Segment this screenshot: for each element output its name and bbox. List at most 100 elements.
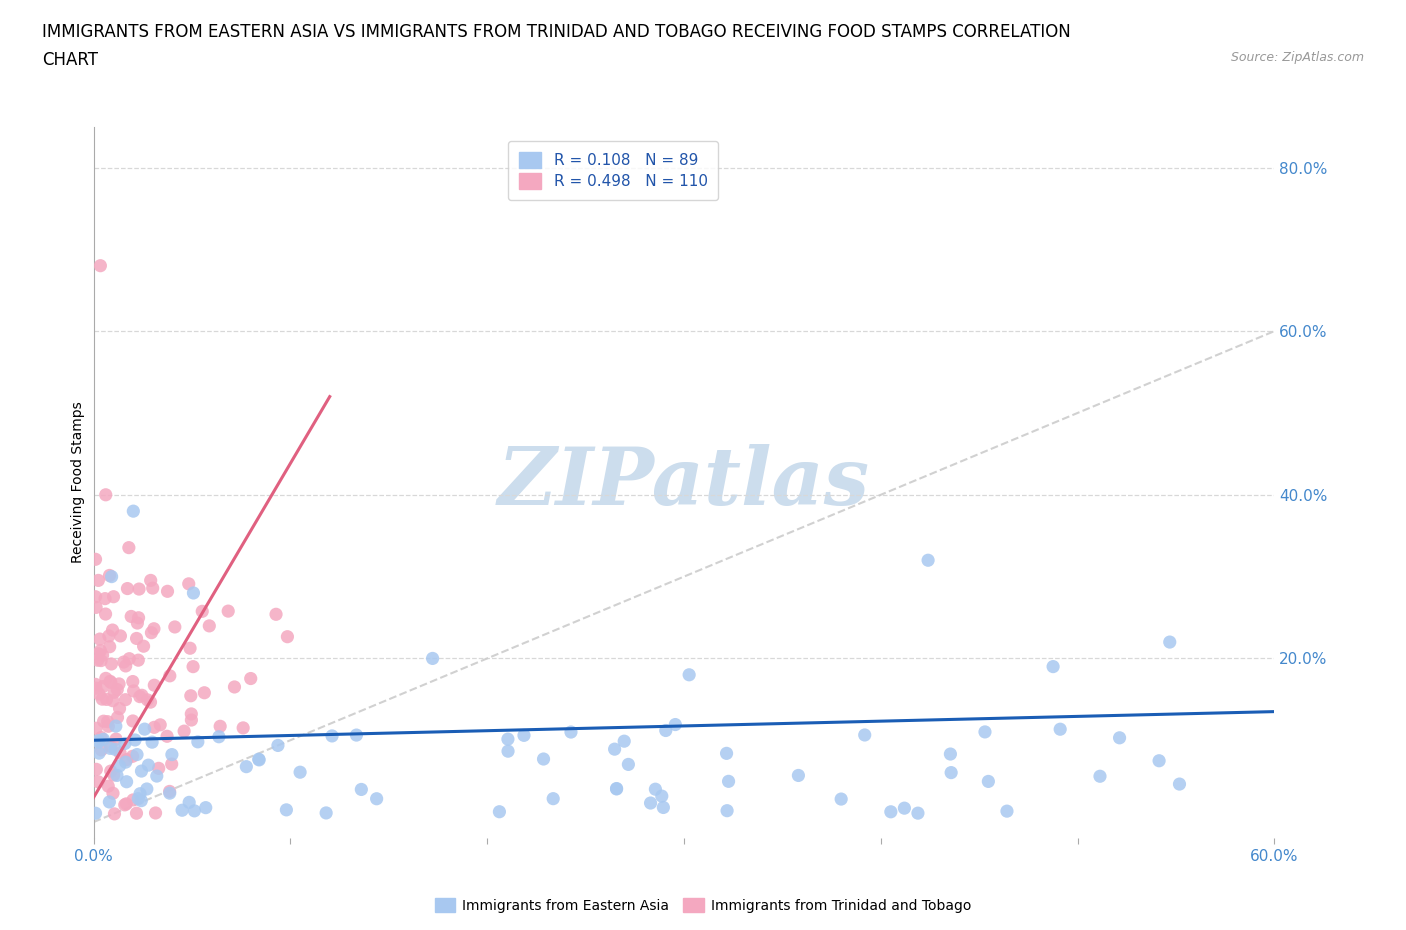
Point: [127, 616, 149, 631]
Point: [853, 727, 876, 742]
Point: [108, 676, 131, 691]
Point: [91, 692, 114, 707]
Point: [115, 752, 138, 767]
Point: [97, 778, 120, 793]
Point: [496, 732, 519, 747]
Point: [100, 764, 122, 778]
Point: [209, 719, 232, 734]
Point: [103, 767, 125, 782]
Point: [103, 684, 125, 699]
Point: [163, 619, 186, 634]
Point: [603, 742, 626, 757]
Point: [179, 795, 201, 810]
Point: [128, 610, 150, 625]
Point: [939, 747, 962, 762]
Point: [105, 682, 128, 697]
Point: [132, 639, 155, 654]
Point: [995, 804, 1018, 818]
Point: [84, 805, 107, 820]
Point: [114, 797, 136, 812]
Point: [276, 803, 298, 817]
Point: [129, 786, 152, 801]
Point: [288, 764, 311, 779]
Point: [239, 671, 262, 686]
Point: [191, 604, 214, 618]
Point: [136, 693, 159, 708]
Point: [606, 781, 628, 796]
Point: [488, 804, 510, 819]
Point: [93, 713, 115, 728]
Point: [98, 794, 121, 809]
Point: [173, 724, 195, 738]
Point: [104, 719, 127, 734]
Point: [128, 689, 150, 704]
Point: [87, 573, 110, 588]
Point: [84, 590, 107, 604]
Point: [121, 713, 143, 728]
Point: [917, 552, 939, 567]
Point: [141, 735, 163, 750]
Point: [172, 803, 194, 817]
Point: [664, 717, 686, 732]
Point: [1147, 753, 1170, 768]
Point: [108, 759, 131, 774]
Point: [716, 746, 738, 761]
Point: [97, 629, 120, 644]
Point: [350, 782, 373, 797]
Point: [90, 730, 112, 745]
Point: [183, 586, 205, 601]
Point: [134, 722, 156, 737]
Point: [101, 786, 124, 801]
Point: [180, 707, 202, 722]
Point: [617, 757, 640, 772]
Text: CHART: CHART: [42, 51, 98, 69]
Point: [121, 749, 143, 764]
Point: [86, 762, 108, 777]
Point: [181, 659, 204, 674]
Point: [159, 786, 181, 801]
Point: [103, 806, 125, 821]
Point: [1042, 659, 1064, 674]
Point: [84, 600, 107, 615]
Point: [880, 804, 903, 819]
Point: [156, 584, 179, 599]
Point: [107, 710, 129, 724]
Point: [264, 607, 287, 622]
Point: [87, 646, 110, 661]
Point: [84, 721, 107, 736]
Point: [143, 678, 166, 693]
Point: [149, 717, 172, 732]
Legend: Immigrants from Eastern Asia, Immigrants from Trinidad and Tobago: Immigrants from Eastern Asia, Immigrants…: [429, 893, 977, 919]
Point: [533, 751, 555, 766]
Point: [98, 639, 121, 654]
Point: [125, 747, 148, 762]
Point: [94, 606, 117, 621]
Point: [91, 679, 114, 694]
Point: [87, 686, 110, 701]
Point: [198, 618, 221, 633]
Point: [100, 739, 122, 754]
Point: [180, 688, 202, 703]
Point: [1159, 634, 1181, 649]
Point: [267, 738, 290, 753]
Point: [97, 719, 120, 734]
Point: [716, 804, 738, 818]
Point: [139, 573, 162, 588]
Point: [187, 735, 209, 750]
Point: [541, 791, 564, 806]
Point: [159, 669, 181, 684]
Point: [560, 724, 582, 739]
Point: [141, 625, 163, 640]
Point: [717, 774, 740, 789]
Point: [100, 657, 122, 671]
Point: [96, 692, 118, 707]
Point: [138, 758, 160, 773]
Point: [125, 631, 148, 646]
Point: [129, 793, 152, 808]
Point: [232, 721, 254, 736]
Point: [87, 735, 110, 750]
Point: [893, 801, 915, 816]
Point: [939, 765, 962, 780]
Point: [90, 653, 112, 668]
Point: [117, 581, 139, 596]
